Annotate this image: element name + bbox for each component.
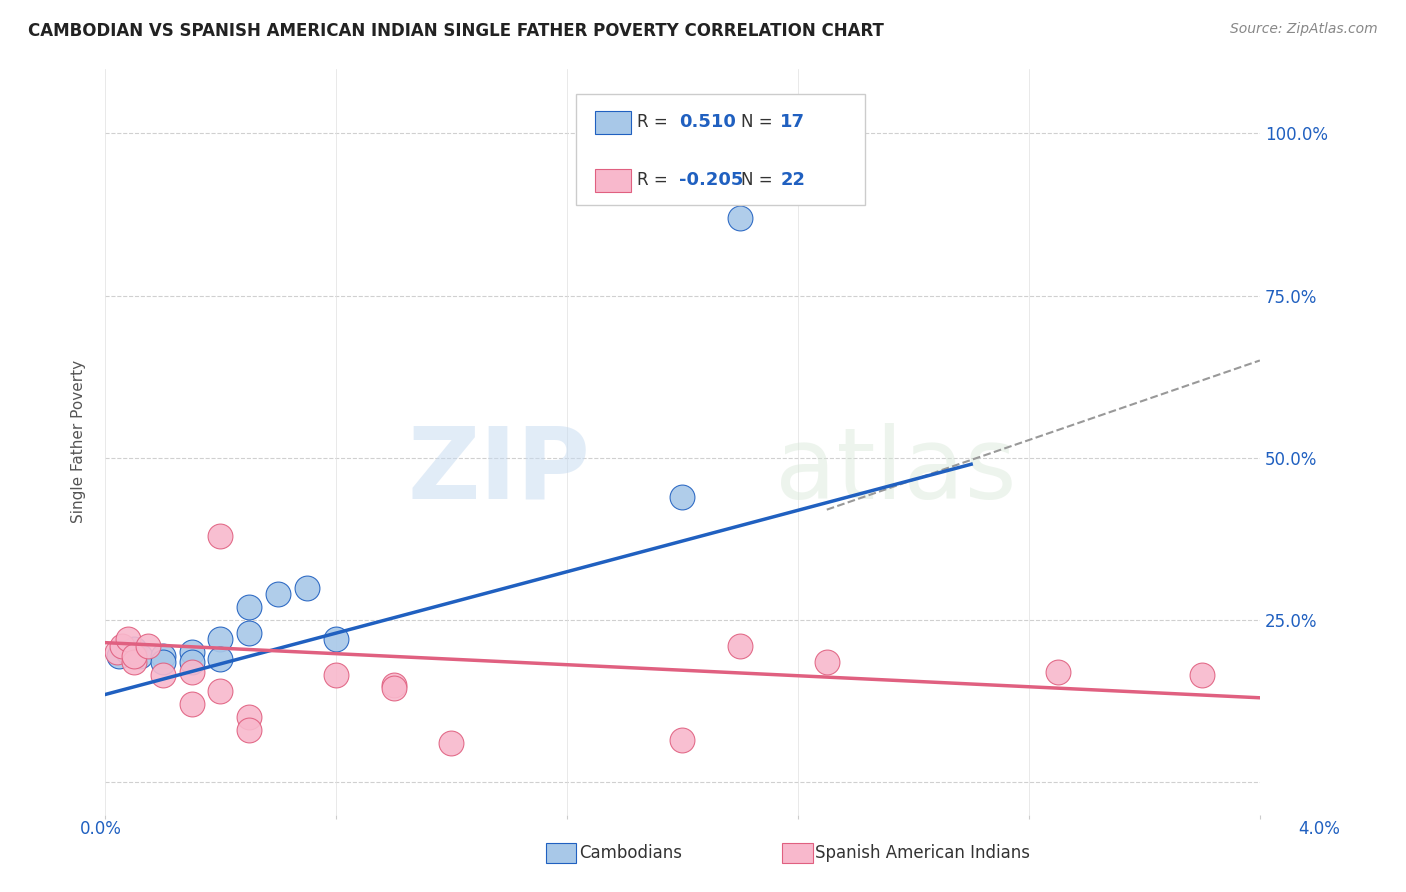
Point — [382, 678, 405, 692]
Point — [671, 490, 693, 504]
Point — [325, 668, 347, 682]
Text: 0.510: 0.510 — [679, 113, 735, 131]
Point — [180, 645, 202, 659]
Point — [440, 736, 463, 750]
Text: CAMBODIAN VS SPANISH AMERICAN INDIAN SINGLE FATHER POVERTY CORRELATION CHART: CAMBODIAN VS SPANISH AMERICAN INDIAN SIN… — [28, 22, 884, 40]
Text: Spanish American Indians: Spanish American Indians — [815, 844, 1031, 862]
Y-axis label: Single Father Poverty: Single Father Poverty — [72, 360, 86, 523]
Text: 22: 22 — [780, 171, 806, 189]
Text: R =: R = — [637, 113, 668, 131]
Point — [209, 684, 232, 698]
Text: Cambodians: Cambodians — [579, 844, 682, 862]
Point — [128, 648, 150, 663]
Point — [1191, 668, 1213, 682]
Point — [728, 211, 751, 225]
Point — [180, 698, 202, 712]
Text: atlas: atlas — [775, 423, 1017, 520]
Point — [382, 681, 405, 695]
Point — [152, 648, 174, 663]
Point — [180, 655, 202, 669]
Point — [117, 632, 139, 647]
Point — [295, 581, 318, 595]
Point — [671, 733, 693, 747]
Point — [267, 587, 290, 601]
Point — [238, 710, 260, 724]
Point — [238, 626, 260, 640]
Point — [728, 639, 751, 653]
Point — [122, 648, 145, 663]
Text: N =: N = — [741, 171, 772, 189]
Point — [122, 642, 145, 657]
Text: Source: ZipAtlas.com: Source: ZipAtlas.com — [1230, 22, 1378, 37]
Point — [209, 528, 232, 542]
Point — [105, 645, 128, 659]
Point — [111, 639, 134, 653]
Text: R =: R = — [637, 171, 668, 189]
Point — [1046, 665, 1069, 679]
Text: 0.0%: 0.0% — [80, 820, 122, 838]
Point — [815, 655, 838, 669]
Point — [122, 655, 145, 669]
Text: -0.205: -0.205 — [679, 171, 744, 189]
Point — [238, 723, 260, 738]
Point — [325, 632, 347, 647]
Text: ZIP: ZIP — [408, 423, 591, 520]
Point — [209, 632, 232, 647]
Point — [238, 599, 260, 614]
Point — [117, 645, 139, 659]
Point — [108, 648, 131, 663]
Text: 17: 17 — [780, 113, 806, 131]
Point — [152, 668, 174, 682]
Text: N =: N = — [741, 113, 772, 131]
Text: 4.0%: 4.0% — [1298, 820, 1340, 838]
Point — [152, 655, 174, 669]
Point — [209, 652, 232, 666]
Point — [136, 639, 159, 653]
Point — [180, 665, 202, 679]
